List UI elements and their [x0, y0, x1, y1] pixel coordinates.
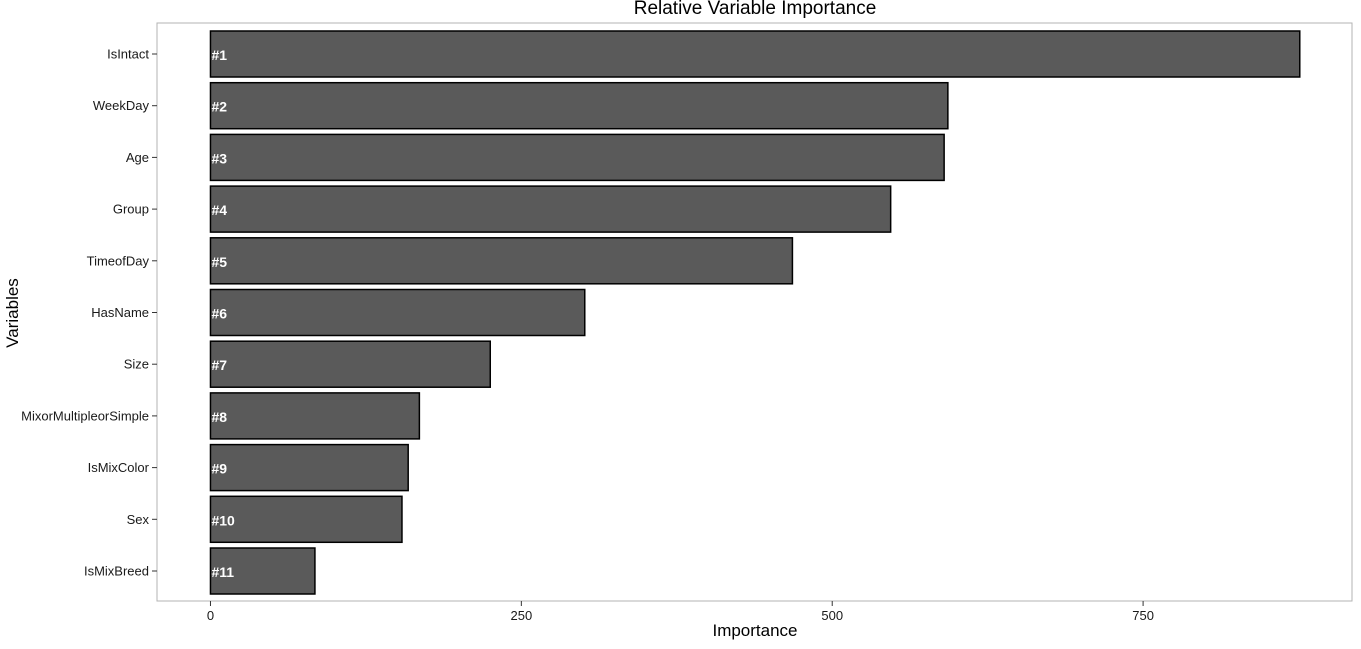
- y-tick-label: Sex: [127, 512, 150, 527]
- bar-label: #9: [211, 461, 227, 477]
- x-tick-label: 250: [510, 608, 532, 623]
- y-axis-title: Variables: [3, 278, 22, 348]
- y-tick-label: Age: [126, 150, 149, 165]
- y-tick-label: WeekDay: [93, 98, 150, 113]
- bar-IsMixBreed: [209, 547, 316, 595]
- bar-label: #2: [211, 99, 227, 115]
- x-tick-label: 750: [1132, 608, 1154, 623]
- bar-label: #4: [211, 202, 227, 218]
- bar-HasName: [209, 288, 586, 337]
- x-axis: 0 250 500 750: [207, 601, 1154, 623]
- bar-label: #8: [211, 409, 227, 425]
- y-tick-label: Group: [113, 202, 149, 217]
- bars-layer: #1 #2 #3 #4 #5 #6 #7 #8 #9 #10 #11: [209, 30, 1301, 595]
- bar-WeekDay: [209, 81, 949, 130]
- bar-Sex: [209, 495, 403, 544]
- bar-label: #7: [211, 357, 227, 373]
- y-tick-label: TimeofDay: [87, 253, 150, 268]
- y-tick-label: IsMixColor: [88, 460, 150, 475]
- bar-IsMixColor: [209, 443, 409, 492]
- x-axis-title: Importance: [712, 621, 797, 640]
- y-tick-label: Size: [124, 357, 149, 372]
- bar-MixorMultipleorSimple: [209, 392, 421, 440]
- x-tick-label: 500: [821, 608, 843, 623]
- bar-Age: [209, 133, 945, 182]
- bar-label: #11: [211, 564, 234, 580]
- bar-Group: [209, 185, 892, 233]
- chart-title: Relative Variable Importance: [634, 0, 877, 19]
- y-axis: IsIntact WeekDay Age Group TimeofDay HasName S…: [21, 47, 157, 579]
- x-tick-label: 0: [207, 608, 214, 623]
- y-tick-label: MixorMultipleorSimple: [21, 408, 149, 423]
- bar-TimeofDay: [209, 237, 794, 285]
- bar-label: #5: [211, 254, 227, 270]
- y-tick-label: HasName: [91, 305, 149, 320]
- bar-IsIntact: [209, 30, 1301, 78]
- bar-label: #3: [211, 150, 227, 166]
- bar-label: #6: [211, 306, 227, 322]
- bar-label: #1: [211, 47, 227, 63]
- bar-Size: [209, 340, 492, 388]
- y-tick-label: IsMixBreed: [84, 564, 149, 579]
- y-tick-label: IsIntact: [107, 47, 149, 62]
- bar-label: #10: [211, 512, 235, 528]
